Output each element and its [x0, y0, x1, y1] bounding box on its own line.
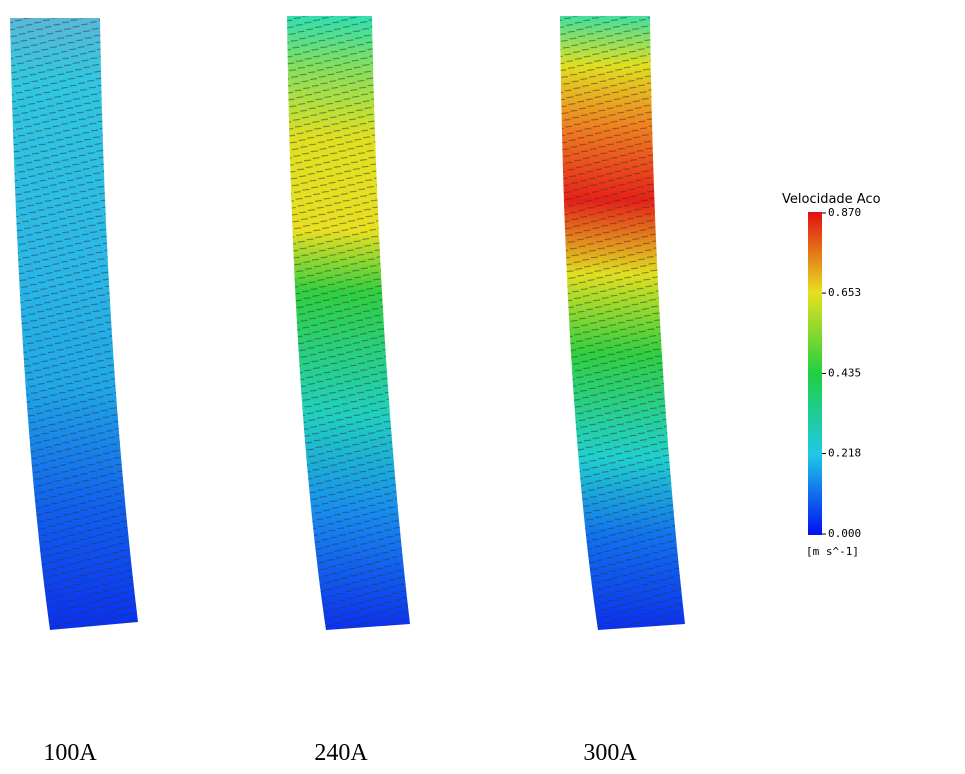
colorbar-tick-label: 0.435	[828, 367, 861, 380]
panel-label: 300A	[583, 740, 637, 766]
colorbar	[808, 212, 822, 535]
colorbar-tick-label: 0.000	[828, 527, 861, 540]
colorbar-title: Velocidade Aco	[782, 192, 881, 207]
panel-label: 100A	[43, 740, 97, 766]
panel-label: 240A	[314, 740, 368, 766]
vector-plot-2	[287, 16, 410, 630]
vector-plot-1	[10, 18, 138, 630]
colorbar-tick-label: 0.218	[828, 447, 861, 460]
colorbar-tick-label: 0.870	[828, 206, 861, 219]
colorbar-tick-label: 0.653	[828, 286, 861, 299]
colorbar-unit: [m s^-1]	[806, 545, 859, 558]
vector-plot-3	[560, 16, 685, 630]
